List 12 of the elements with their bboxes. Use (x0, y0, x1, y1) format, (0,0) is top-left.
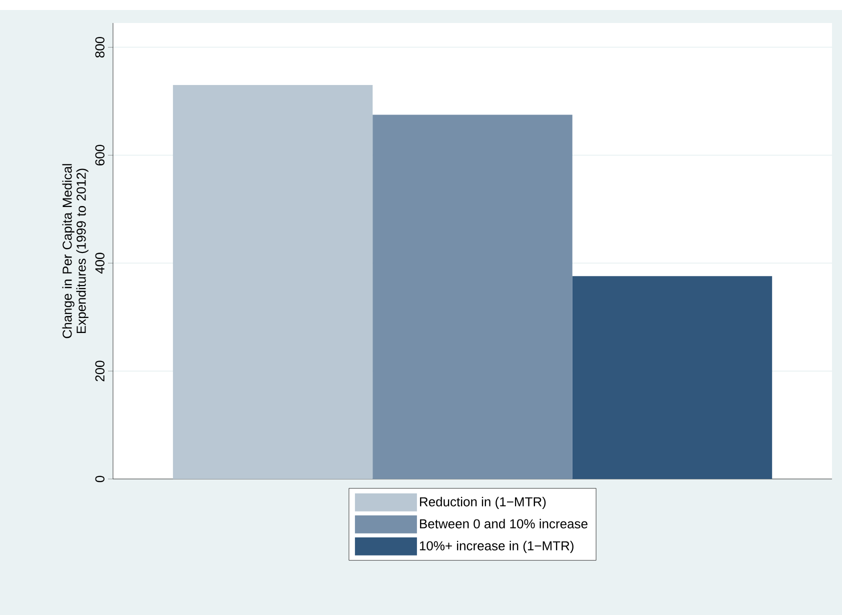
bar (572, 276, 772, 479)
legend-label: 10%+ increase in (1−MTR) (420, 540, 574, 553)
y-axis-title: Change in Per Capita Medical Expenditures (1999 to 2012) (62, 164, 88, 338)
y-tick-label: 0 (95, 476, 104, 482)
bar (372, 114, 572, 479)
y-tick-label: 800 (95, 36, 104, 58)
y-tick-label: 200 (95, 360, 104, 382)
y-tick-label: 400 (95, 252, 104, 274)
bar (172, 85, 373, 479)
legend-label: Reduction in (1−MTR) (420, 496, 546, 509)
y-tick-label: 600 (95, 144, 104, 166)
legend-label: Between 0 and 10% increase (420, 518, 588, 528)
